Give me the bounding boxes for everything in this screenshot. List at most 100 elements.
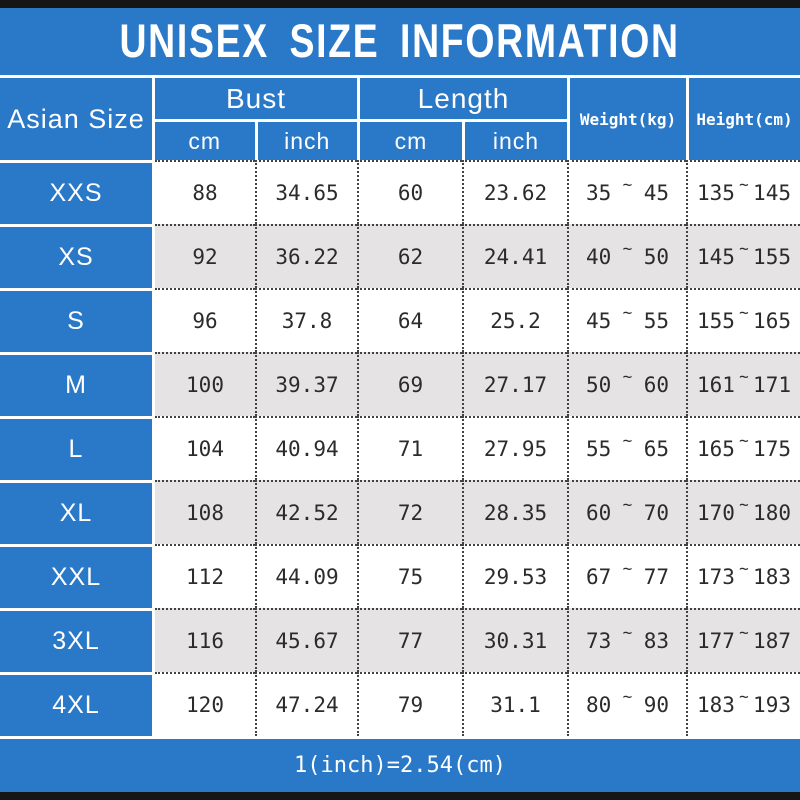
column-header-height: Height(cm) — [686, 78, 800, 160]
subheader-bust-inch: inch — [254, 122, 358, 160]
bust-cm-cell: 108 — [155, 480, 255, 544]
length-inch-cell: 30.31 — [462, 608, 567, 672]
conversion-note-band: 1(inch)=2.54(cm) — [0, 736, 800, 792]
bust-inch-cell: 40.94 — [255, 416, 357, 480]
column-header-weight: Weight(kg) — [567, 78, 686, 160]
height-range-cell: 135 ~145 — [686, 160, 800, 224]
length-inch-cell: 27.95 — [462, 416, 567, 480]
length-subheaders: cm inch — [360, 122, 567, 160]
length-cm-cell: 60 — [357, 160, 462, 224]
weight-min-value: 45 — [586, 309, 612, 333]
height-min-value: 135 — [697, 181, 735, 205]
size-cell: S — [0, 288, 155, 352]
bust-cm-cell: 112 — [155, 544, 255, 608]
subheader-bust-cm: cm — [188, 127, 222, 154]
length-inch-cell: 31.1 — [462, 672, 567, 736]
subheader-length-cm: cm — [394, 127, 428, 154]
size-cell: XS — [0, 224, 155, 288]
weight-min-value: 35 — [586, 181, 612, 205]
height-range-cell: 177 ~187 — [686, 608, 800, 672]
length-cm-cell: 69 — [357, 352, 462, 416]
length-inch-cell: 29.53 — [462, 544, 567, 608]
bust-inch-cell: 39.37 — [255, 352, 357, 416]
weight-min-value: 50 — [586, 373, 612, 397]
size-cell: 4XL — [0, 672, 155, 736]
height-max-value: 183 — [753, 565, 791, 589]
height-range-cell: 183 ~193 — [686, 672, 800, 736]
tilde-separator: ~ — [739, 238, 749, 258]
bust-cm-cell: 104 — [155, 416, 255, 480]
tilde-separator: ~ — [739, 366, 749, 386]
bust-subheaders: cm inch — [155, 122, 357, 160]
height-range-cell: 145 ~155 — [686, 224, 800, 288]
tilde-separator: ~ — [739, 686, 749, 706]
length-cm-cell: 64 — [357, 288, 462, 352]
weight-max-value: 77 — [643, 565, 669, 589]
size-table: Asian Size Bust cm inch Length cm inch W… — [0, 78, 800, 736]
height-range-cell: 161 ~171 — [686, 352, 800, 416]
bust-cm-cell: 88 — [155, 160, 255, 224]
bust-cm-cell: 116 — [155, 608, 255, 672]
height-max-value: 193 — [753, 693, 791, 717]
height-max-value: 155 — [753, 245, 791, 269]
weight-max-value: 70 — [643, 501, 669, 525]
weight-min-value: 80 — [586, 693, 612, 717]
tilde-separator: ~ — [739, 622, 749, 642]
bust-inch-cell: 42.52 — [255, 480, 357, 544]
length-cm-cell: 62 — [357, 224, 462, 288]
weight-max-value: 90 — [643, 693, 669, 717]
weight-max-value: 50 — [643, 245, 669, 269]
tilde-separator: ~ — [622, 430, 633, 450]
size-cell: XXS — [0, 160, 155, 224]
weight-range-cell: 50 ~60 — [567, 352, 686, 416]
size-cell: XXL — [0, 544, 155, 608]
height-min-value: 155 — [697, 309, 735, 333]
length-cm-cell: 79 — [357, 672, 462, 736]
height-max-value: 180 — [753, 501, 791, 525]
weight-min-value: 67 — [586, 565, 612, 589]
tilde-separator: ~ — [622, 302, 633, 322]
weight-range-cell: 35 ~45 — [567, 160, 686, 224]
size-cell: L — [0, 416, 155, 480]
bottom-border-bar — [0, 792, 800, 800]
length-inch-cell: 24.41 — [462, 224, 567, 288]
tilde-separator: ~ — [622, 238, 633, 258]
bust-cm-cell: 96 — [155, 288, 255, 352]
length-cm-cell: 77 — [357, 608, 462, 672]
column-group-bust: Bust cm inch — [155, 78, 357, 160]
height-max-value: 187 — [753, 629, 791, 653]
height-range-cell: 170 ~180 — [686, 480, 800, 544]
weight-range-cell: 80 ~90 — [567, 672, 686, 736]
weight-min-value: 73 — [586, 629, 612, 653]
height-max-value: 145 — [753, 181, 791, 205]
tilde-separator: ~ — [622, 174, 633, 194]
column-group-length: Length cm inch — [357, 78, 567, 160]
bust-cm-cell: 120 — [155, 672, 255, 736]
height-min-value: 177 — [697, 629, 735, 653]
subheader-length-inch: inch — [462, 122, 567, 160]
tilde-separator: ~ — [739, 558, 749, 578]
top-border-bar — [0, 0, 800, 8]
tilde-separator: ~ — [739, 174, 749, 194]
tilde-separator: ~ — [622, 558, 633, 578]
weight-range-cell: 73 ~83 — [567, 608, 686, 672]
height-min-value: 173 — [697, 565, 735, 589]
tilde-separator: ~ — [739, 302, 749, 322]
tilde-separator: ~ — [622, 494, 633, 514]
weight-max-value: 83 — [643, 629, 669, 653]
height-range-cell: 165 ~175 — [686, 416, 800, 480]
weight-max-value: 60 — [643, 373, 669, 397]
weight-max-value: 45 — [643, 181, 669, 205]
bust-cm-cell: 92 — [155, 224, 255, 288]
length-inch-cell: 23.62 — [462, 160, 567, 224]
length-inch-cell: 28.35 — [462, 480, 567, 544]
length-inch-cell: 25.2 — [462, 288, 567, 352]
height-max-value: 171 — [753, 373, 791, 397]
height-min-value: 183 — [697, 693, 735, 717]
bust-inch-cell: 34.65 — [255, 160, 357, 224]
height-min-value: 145 — [697, 245, 735, 269]
height-max-value: 165 — [753, 309, 791, 333]
height-min-value: 161 — [697, 373, 735, 397]
size-cell: 3XL — [0, 608, 155, 672]
weight-min-value: 60 — [586, 501, 612, 525]
